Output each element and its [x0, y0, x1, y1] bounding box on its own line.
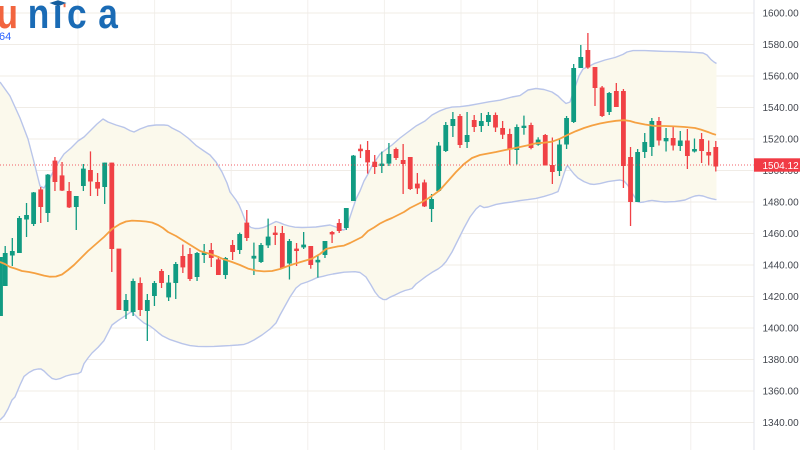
svg-text:a: a [98, 0, 118, 38]
svg-text:1440.00: 1440.00 [763, 261, 800, 272]
svg-text:u: u [0, 0, 18, 38]
svg-text:1580.00: 1580.00 [763, 40, 800, 51]
svg-text:c: c [67, 0, 87, 38]
svg-text:n: n [28, 0, 50, 38]
svg-text:1340.00: 1340.00 [763, 418, 800, 429]
svg-text:1460.00: 1460.00 [763, 229, 800, 240]
svg-text:1520.00: 1520.00 [763, 135, 800, 146]
svg-text:1420.00: 1420.00 [763, 292, 800, 303]
svg-text:1480.00: 1480.00 [763, 198, 800, 209]
svg-text:1560.00: 1560.00 [763, 72, 800, 83]
svg-text:1380.00: 1380.00 [763, 355, 800, 366]
svg-text:64: 64 [0, 31, 11, 43]
svg-text:1400.00: 1400.00 [763, 324, 800, 335]
svg-text:1504.12: 1504.12 [763, 161, 800, 172]
svg-text:1600.00: 1600.00 [763, 9, 800, 20]
svg-text:1540.00: 1540.00 [763, 103, 800, 114]
svg-text:1360.00: 1360.00 [763, 387, 800, 398]
svg-text:ı: ı [53, 0, 63, 38]
